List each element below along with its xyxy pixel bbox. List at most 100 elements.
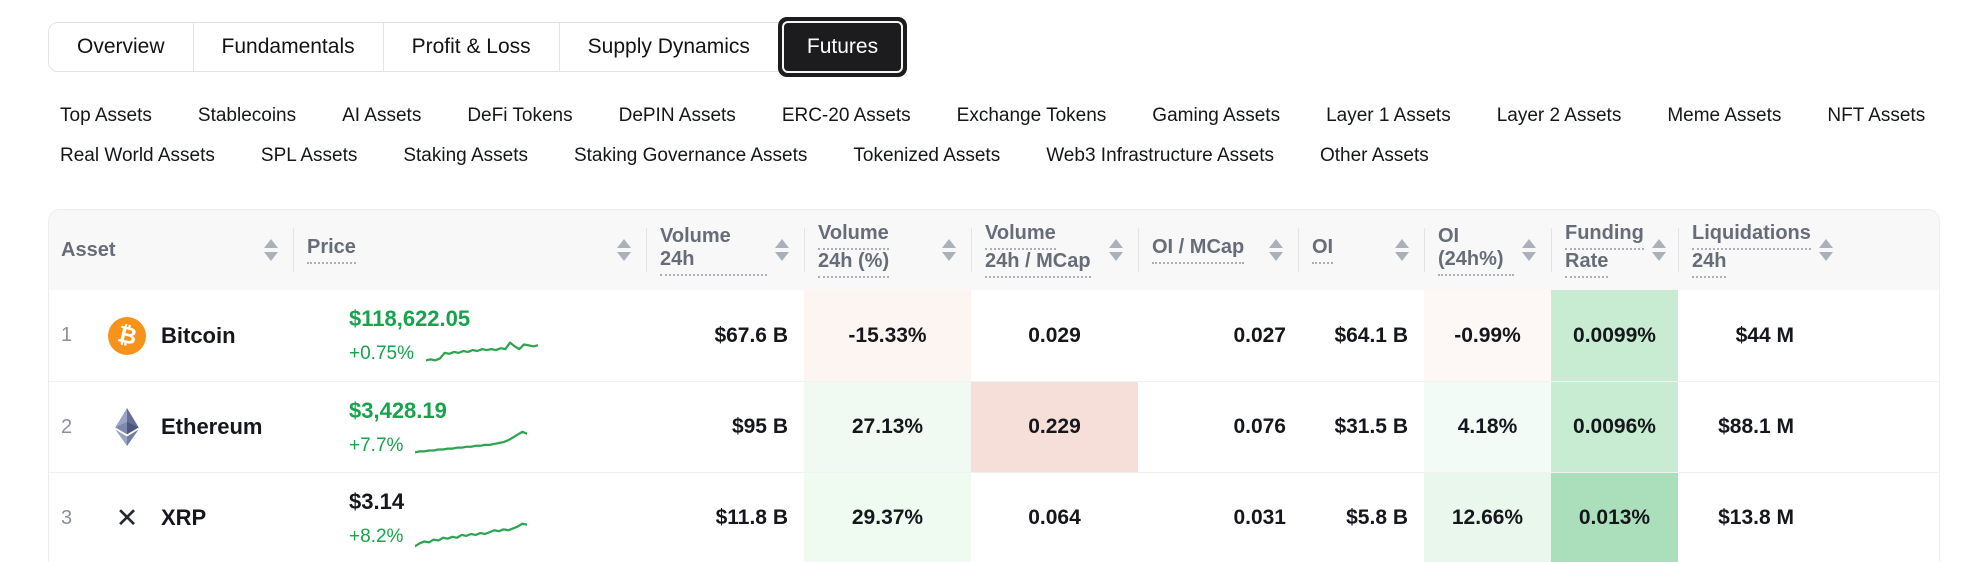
cell-liquidations-24h: $44 M xyxy=(1678,290,1810,381)
filter-spl-assets[interactable]: SPL Assets xyxy=(260,145,358,166)
cell-price: $3,428.19 +7.7% xyxy=(293,381,646,472)
cell-value: 29.37% xyxy=(851,506,924,529)
cell-volume-24h-pct: 27.13% xyxy=(804,381,971,472)
tab-supply-dynamics[interactable]: Supply Dynamics xyxy=(558,23,778,71)
cell-value: 0.031 xyxy=(1233,506,1286,529)
cell-value: 0.0096% xyxy=(1573,415,1656,438)
table-row-bitcoin[interactable]: 1 ₿ Bitcoin $118,622.05 +0.75% $67.6 B -15.33%… xyxy=(49,290,1939,381)
column-label: Volume 24h / MCap xyxy=(985,222,1091,278)
column-header-oi-mcap[interactable]: OI / MCap xyxy=(1138,210,1298,290)
cell-funding-rate: 0.0096% xyxy=(1551,381,1678,472)
tab-label: Fundamentals xyxy=(221,35,355,58)
filter-stablecoins[interactable]: Stablecoins xyxy=(197,105,297,126)
column-label: Volume 24h (%) xyxy=(818,222,890,278)
cell-asset[interactable]: 1 ₿ Bitcoin xyxy=(49,290,293,381)
column-header-oi[interactable]: OI xyxy=(1298,210,1424,290)
column-label: OI / MCap xyxy=(1152,236,1245,264)
filter-nft-assets[interactable]: NFT Assets xyxy=(1827,105,1926,126)
column-header-liquidations-24h[interactable]: Liquidations 24h xyxy=(1678,210,1833,290)
column-header-funding-rate[interactable]: Funding Rate xyxy=(1551,210,1678,290)
cell-value: $11.8 B xyxy=(715,506,788,529)
asset-name: Ethereum xyxy=(161,414,263,439)
column-label: OI (24h%) xyxy=(1438,225,1514,276)
sort-icon xyxy=(617,239,631,261)
tab-profit-loss[interactable]: Profit & Loss xyxy=(382,23,559,71)
row-spacer xyxy=(1810,290,1939,381)
price-change-24h: +7.7% xyxy=(349,434,404,456)
ethereum-icon xyxy=(107,407,147,447)
column-label-line: OI (24h%) xyxy=(1438,225,1514,276)
sparkline-chart xyxy=(425,341,538,362)
filter-meme-assets[interactable]: Meme Assets xyxy=(1667,105,1782,126)
column-header-asset[interactable]: Asset xyxy=(49,210,293,290)
column-label-line: Volume 24h xyxy=(660,225,767,276)
asset-name: XRP xyxy=(161,505,207,530)
cell-asset[interactable]: 3 ✕ XRP xyxy=(49,472,293,562)
header-spacer xyxy=(1810,210,1939,290)
rank-number: 1 xyxy=(61,324,73,346)
cell-oi-24h-pct: 4.18% xyxy=(1424,381,1551,472)
filter-top-assets[interactable]: Top Assets xyxy=(60,105,152,126)
cell-volume-24h: $95 B xyxy=(646,381,804,472)
filter-defi-tokens[interactable]: DeFi Tokens xyxy=(467,105,573,126)
cell-oi: $64.1 B xyxy=(1298,290,1424,381)
cell-value: 0.027 xyxy=(1233,323,1286,347)
filter-gaming-assets[interactable]: Gaming Assets xyxy=(1152,105,1281,126)
sparkline-chart xyxy=(415,522,528,547)
column-label-line: Rate xyxy=(1565,250,1609,278)
column-label: OI xyxy=(1312,236,1334,264)
cell-value: 0.064 xyxy=(1028,506,1081,529)
cell-value: -15.33% xyxy=(848,323,927,347)
cell-value: $95 B xyxy=(731,415,788,438)
cell-oi-mcap: 0.027 xyxy=(1138,290,1298,381)
tab-fundamentals[interactable]: Fundamentals xyxy=(192,23,383,71)
tab-label: Profit & Loss xyxy=(411,35,531,58)
column-label-line: Liquidations xyxy=(1692,222,1811,250)
filter-layer-2-assets[interactable]: Layer 2 Assets xyxy=(1496,105,1622,126)
filter-depin-assets[interactable]: DePIN Assets xyxy=(618,105,736,126)
futures-table: Asset Price Volume 24h Volume 24h (%) Volume 2… xyxy=(48,209,1940,562)
tab-overview[interactable]: Overview xyxy=(49,23,193,71)
column-header-oi-24h-pct[interactable]: OI (24h%) xyxy=(1424,210,1551,290)
column-label: Volume 24h xyxy=(660,225,767,276)
filter-exchange-tokens[interactable]: Exchange Tokens xyxy=(956,105,1107,126)
asset-name: Bitcoin xyxy=(161,322,236,348)
column-label-line: Funding xyxy=(1565,222,1644,250)
filter-erc-20-assets[interactable]: ERC-20 Assets xyxy=(781,105,911,126)
sort-icon xyxy=(1651,239,1666,261)
cell-asset[interactable]: 2 Ethereum xyxy=(49,381,293,472)
column-header-price[interactable]: Price xyxy=(293,210,646,290)
sort-icon xyxy=(264,239,278,261)
cell-volume-24h-mcap: 0.064 xyxy=(971,472,1138,562)
filter-layer-1-assets[interactable]: Layer 1 Assets xyxy=(1326,105,1451,126)
column-header-volume-24h[interactable]: Volume 24h xyxy=(646,210,804,290)
cell-value: 0.0099% xyxy=(1573,323,1656,347)
filter-row-2: Real World Assets SPL Assets Staking Asset… xyxy=(60,141,1940,171)
filter-web3-infrastructure-assets[interactable]: Web3 Infrastructure Assets xyxy=(1046,145,1274,166)
column-header-volume-24h-pct[interactable]: Volume 24h (%) xyxy=(804,210,971,290)
cell-liquidations-24h: $13.8 M xyxy=(1678,472,1810,562)
column-label-line: 24h (%) xyxy=(818,250,890,278)
table-row-xrp[interactable]: 3 ✕ XRP $3.14 +8.2% $11.8 B 29.37% 0.064 0.031 $5… xyxy=(49,472,1939,562)
asset-category-filters: Top Assets Stablecoins AI Assets DeFi Token… xyxy=(60,101,1940,181)
cell-value: 0.076 xyxy=(1233,415,1286,438)
table-row-ethereum[interactable]: 2 Ethereum $3,428.19 +7.7% $95 B 27.13% 0.229 0… xyxy=(49,381,1939,472)
filter-real-world-assets[interactable]: Real World Assets xyxy=(60,145,215,166)
cell-value: $88.1 M xyxy=(1718,415,1794,438)
price-value: $118,622.05 xyxy=(349,306,471,331)
cell-value: 4.18% xyxy=(1457,415,1518,438)
filter-tokenized-assets[interactable]: Tokenized Assets xyxy=(853,145,1001,166)
cell-oi: $5.8 B xyxy=(1298,472,1424,562)
cell-volume-24h-mcap: 0.229 xyxy=(971,381,1138,472)
filter-other-assets[interactable]: Other Assets xyxy=(1319,145,1429,166)
cell-funding-rate: 0.013% xyxy=(1551,472,1678,562)
filter-staking-assets[interactable]: Staking Assets xyxy=(403,145,528,166)
filter-ai-assets[interactable]: AI Assets xyxy=(342,105,422,126)
column-header-volume-24h-mcap[interactable]: Volume 24h / MCap xyxy=(971,210,1138,290)
cell-value: $5.8 B xyxy=(1346,506,1408,529)
column-label: Funding Rate xyxy=(1565,222,1644,278)
filter-staking-governance-assets[interactable]: Staking Governance Assets xyxy=(573,145,808,166)
cell-oi-mcap: 0.076 xyxy=(1138,381,1298,472)
cell-value: 0.013% xyxy=(1578,506,1651,529)
tab-futures[interactable]: Futures xyxy=(777,17,908,77)
